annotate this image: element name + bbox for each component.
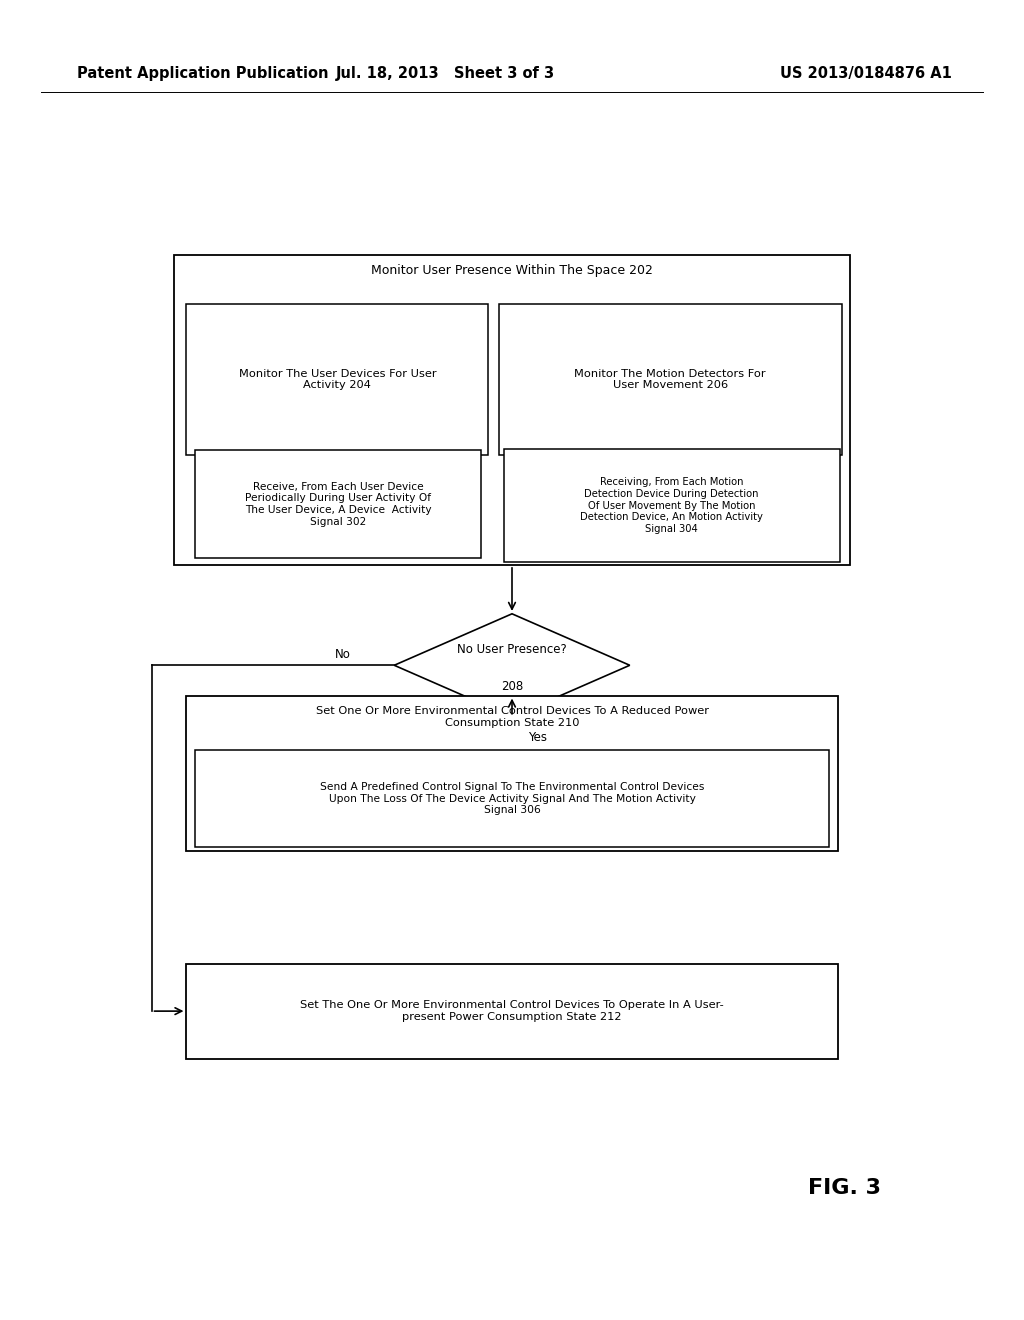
- Text: FIG. 3: FIG. 3: [808, 1177, 882, 1199]
- Text: US 2013/0184876 A1: US 2013/0184876 A1: [780, 66, 952, 82]
- Text: Yes: Yes: [528, 731, 547, 744]
- Text: Monitor The User Devices For User
Activity 204: Monitor The User Devices For User Activi…: [239, 368, 436, 391]
- FancyBboxPatch shape: [504, 449, 840, 562]
- FancyBboxPatch shape: [499, 304, 842, 455]
- FancyBboxPatch shape: [174, 255, 850, 565]
- Text: Receiving, From Each Motion
Detection Device During Detection
Of User Movement B: Receiving, From Each Motion Detection De…: [581, 478, 763, 533]
- FancyBboxPatch shape: [186, 304, 488, 455]
- Polygon shape: [394, 614, 630, 717]
- Text: Set One Or More Environmental Control Devices To A Reduced Power
Consumption Sta: Set One Or More Environmental Control De…: [315, 706, 709, 727]
- Text: Send A Predefined Control Signal To The Environmental Control Devices
Upon The L: Send A Predefined Control Signal To The …: [319, 781, 705, 816]
- Text: Monitor The Motion Detectors For
User Movement 206: Monitor The Motion Detectors For User Mo…: [574, 368, 766, 391]
- Text: Receive, From Each User Device
Periodically During User Activity Of
The User Dev: Receive, From Each User Device Periodica…: [245, 482, 431, 527]
- Text: No User Presence?: No User Presence?: [457, 643, 567, 656]
- Text: Jul. 18, 2013   Sheet 3 of 3: Jul. 18, 2013 Sheet 3 of 3: [336, 66, 555, 82]
- Text: Set The One Or More Environmental Control Devices To Operate In A User-
present : Set The One Or More Environmental Contro…: [300, 1001, 724, 1022]
- FancyBboxPatch shape: [195, 450, 481, 558]
- Text: No: No: [335, 648, 351, 661]
- FancyBboxPatch shape: [195, 750, 829, 847]
- Text: 208: 208: [501, 680, 523, 693]
- Text: Monitor User Presence Within The Space 202: Monitor User Presence Within The Space 2…: [371, 264, 653, 277]
- FancyBboxPatch shape: [186, 696, 838, 851]
- Text: Patent Application Publication: Patent Application Publication: [77, 66, 329, 82]
- FancyBboxPatch shape: [186, 964, 838, 1059]
